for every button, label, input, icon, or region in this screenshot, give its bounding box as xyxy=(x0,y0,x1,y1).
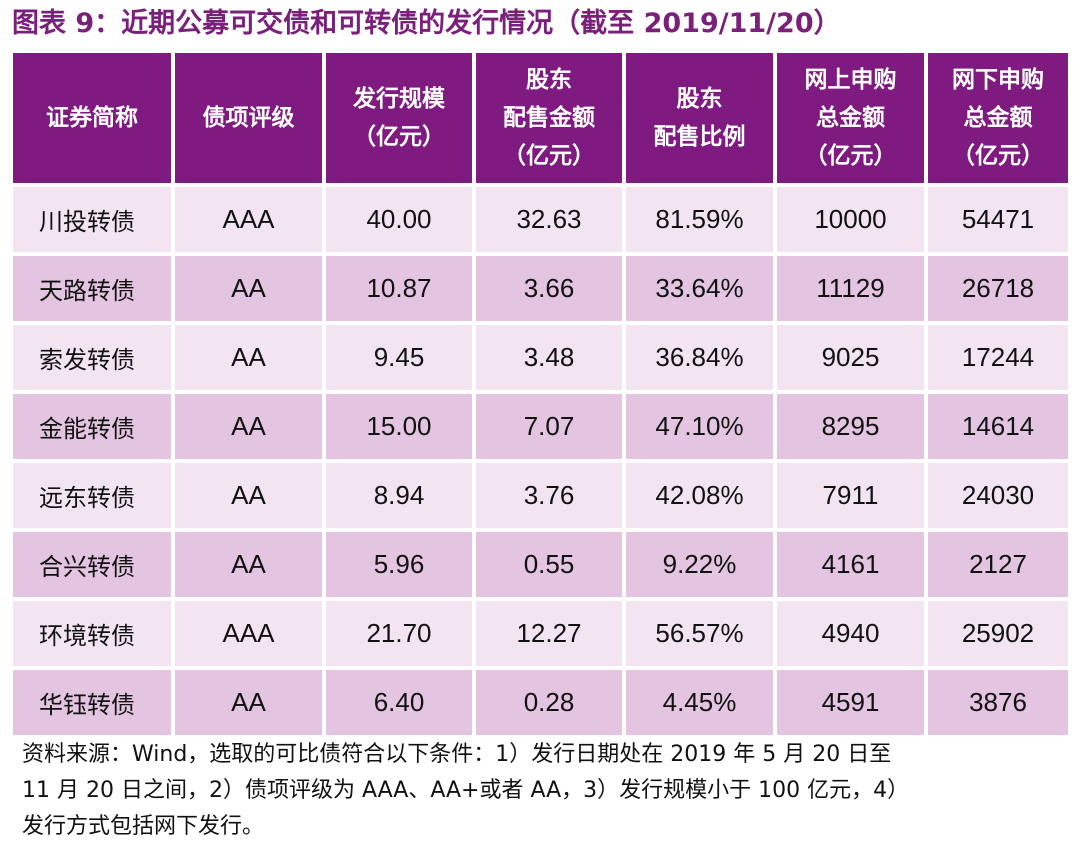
cell-online-subscription: 4591 xyxy=(777,670,924,735)
cell-offline-subscription: 17244 xyxy=(928,325,1068,390)
cell-issue-size: 40.00 xyxy=(326,187,472,252)
cell-shareholder-amount: 3.48 xyxy=(476,325,622,390)
cell-issue-size: 5.96 xyxy=(326,532,472,597)
header-text-line: 发行规模 xyxy=(353,86,445,112)
header-shareholder-ratio: 股东 配售比例 xyxy=(626,53,773,183)
header-text-line: （亿元） xyxy=(353,124,445,150)
cell-security-name: 川投转债 xyxy=(13,187,171,252)
cell-rating: AA xyxy=(175,532,322,597)
header-text-line: 网上申购 xyxy=(804,67,897,93)
table-header: 证券简称 债项评级 发行规模 （亿元） 股东配售金额 （亿元） 股东配售比例 网上申购总金额 （… xyxy=(13,53,1068,183)
cell-online-subscription: 7911 xyxy=(777,463,924,528)
table-body: 川投转债 AAA 40.00 32.63 81.59% 10000 54471 天路转债 AA 1… xyxy=(13,187,1068,735)
cell-online-subscription: 8295 xyxy=(777,394,924,459)
cell-rating: AA xyxy=(175,325,322,390)
cell-rating: AAA xyxy=(175,187,322,252)
cell-online-subscription: 9025 xyxy=(777,325,924,390)
cell-offline-subscription: 54471 xyxy=(928,187,1068,252)
cell-shareholder-ratio: 9.22% xyxy=(626,532,773,597)
cell-security-name: 环境转债 xyxy=(13,601,171,666)
header-issue-size: 发行规模 （亿元） xyxy=(326,53,472,183)
cell-issue-size: 15.00 xyxy=(326,394,472,459)
cell-issue-size: 9.45 xyxy=(326,325,472,390)
source-footnote: 资料来源：Wind，选取的可比债符合以下条件：1）发行日期处在 2019 年 5… xyxy=(22,737,1062,845)
header-shareholder-amount: 股东配售金额 （亿元） xyxy=(476,53,622,183)
cell-security-name: 远东转债 xyxy=(13,463,171,528)
table-row: 华钰转债 AA 6.40 0.28 4.45% 4591 3876 xyxy=(13,670,1068,735)
header-row: 证券简称 债项评级 发行规模 （亿元） 股东配售金额 （亿元） 股东配售比例 网上申购总金额 （… xyxy=(13,53,1068,183)
header-text-line: 股东 xyxy=(676,86,723,112)
bond-issuance-table: 证券简称 债项评级 发行规模 （亿元） 股东配售金额 （亿元） 股东配售比例 网上申购总金额 （… xyxy=(9,49,1072,739)
cell-shareholder-ratio: 56.57% xyxy=(626,601,773,666)
header-text-line: 总金额 xyxy=(816,105,885,131)
cell-offline-subscription: 25902 xyxy=(928,601,1068,666)
header-text-line: 证券简称 xyxy=(46,105,138,131)
header-text-line: 总金额 xyxy=(963,105,1033,131)
cell-shareholder-amount: 7.07 xyxy=(476,394,622,459)
cell-rating: AA xyxy=(175,463,322,528)
cell-shareholder-amount: 3.76 xyxy=(476,463,622,528)
table-row: 环境转债 AAA 21.70 12.27 56.57% 4940 25902 xyxy=(13,601,1068,666)
cell-rating: AA xyxy=(175,670,322,735)
cell-online-subscription: 4161 xyxy=(777,532,924,597)
cell-issue-size: 21.70 xyxy=(326,601,472,666)
cell-rating: AA xyxy=(175,394,322,459)
cell-shareholder-ratio: 4.45% xyxy=(626,670,773,735)
header-text-line: 网下申购 xyxy=(952,67,1044,93)
cell-security-name: 索发转债 xyxy=(13,325,171,390)
cell-shareholder-ratio: 42.08% xyxy=(626,463,773,528)
cell-shareholder-ratio: 36.84% xyxy=(626,325,773,390)
header-text-line: 配售比例 xyxy=(653,124,746,150)
cell-offline-subscription: 3876 xyxy=(928,670,1068,735)
cell-issue-size: 8.94 xyxy=(326,463,472,528)
cell-online-subscription: 4940 xyxy=(777,601,924,666)
cell-offline-subscription: 2127 xyxy=(928,532,1068,597)
header-online-subscription: 网上申购总金额 （亿元） xyxy=(777,53,924,183)
cell-security-name: 华钰转债 xyxy=(13,670,171,735)
footnote-line: 发行方式包括网下发行。 xyxy=(22,814,265,839)
header-text-line: （亿元） xyxy=(952,143,1044,169)
header-security-name: 证券简称 xyxy=(13,53,171,183)
cell-security-name: 合兴转债 xyxy=(13,532,171,597)
cell-issue-size: 10.87 xyxy=(326,256,472,321)
footnote-line: 资料来源：Wind，选取的可比债符合以下条件：1）发行日期处在 2019 年 5… xyxy=(22,742,892,767)
cell-rating: AAA xyxy=(175,601,322,666)
cell-rating: AA xyxy=(175,256,322,321)
cell-shareholder-amount: 0.28 xyxy=(476,670,622,735)
cell-security-name: 金能转债 xyxy=(13,394,171,459)
cell-security-name: 天路转债 xyxy=(13,256,171,321)
table-row: 索发转债 AA 9.45 3.48 36.84% 9025 17244 xyxy=(13,325,1068,390)
cell-shareholder-ratio: 81.59% xyxy=(626,187,773,252)
cell-issue-size: 6.40 xyxy=(326,670,472,735)
cell-shareholder-ratio: 47.10% xyxy=(626,394,773,459)
cell-shareholder-ratio: 33.64% xyxy=(626,256,773,321)
header-text-line: 债项评级 xyxy=(202,105,295,131)
header-offline-subscription: 网下申购总金额 （亿元） xyxy=(928,53,1068,183)
cell-online-subscription: 11129 xyxy=(777,256,924,321)
table-row: 合兴转债 AA 5.96 0.55 9.22% 4161 2127 xyxy=(13,532,1068,597)
cell-offline-subscription: 14614 xyxy=(928,394,1068,459)
cell-offline-subscription: 24030 xyxy=(928,463,1068,528)
header-text-line: 配售金额 xyxy=(503,105,595,131)
cell-online-subscription: 10000 xyxy=(777,187,924,252)
cell-offline-subscription: 26718 xyxy=(928,256,1068,321)
table-row: 川投转债 AAA 40.00 32.63 81.59% 10000 54471 xyxy=(13,187,1068,252)
cell-shareholder-amount: 12.27 xyxy=(476,601,622,666)
header-rating: 债项评级 xyxy=(175,53,322,183)
cell-shareholder-amount: 32.63 xyxy=(476,187,622,252)
table-row: 天路转债 AA 10.87 3.66 33.64% 11129 26718 xyxy=(13,256,1068,321)
header-text-line: （亿元） xyxy=(503,143,595,169)
table-row: 远东转债 AA 8.94 3.76 42.08% 7911 24030 xyxy=(13,463,1068,528)
table-row: 金能转债 AA 15.00 7.07 47.10% 8295 14614 xyxy=(13,394,1068,459)
header-text-line: （亿元） xyxy=(804,143,897,169)
footnote-line: 11 月 20 日之间，2）债项评级为 AAA、AA+或者 AA，3）发行规模小… xyxy=(22,778,910,803)
figure-title: 图表 9：近期公募可交债和可转债的发行情况（截至 2019/11/20） xyxy=(12,8,841,39)
cell-shareholder-amount: 0.55 xyxy=(476,532,622,597)
header-text-line: 股东 xyxy=(526,67,572,93)
cell-shareholder-amount: 3.66 xyxy=(476,256,622,321)
